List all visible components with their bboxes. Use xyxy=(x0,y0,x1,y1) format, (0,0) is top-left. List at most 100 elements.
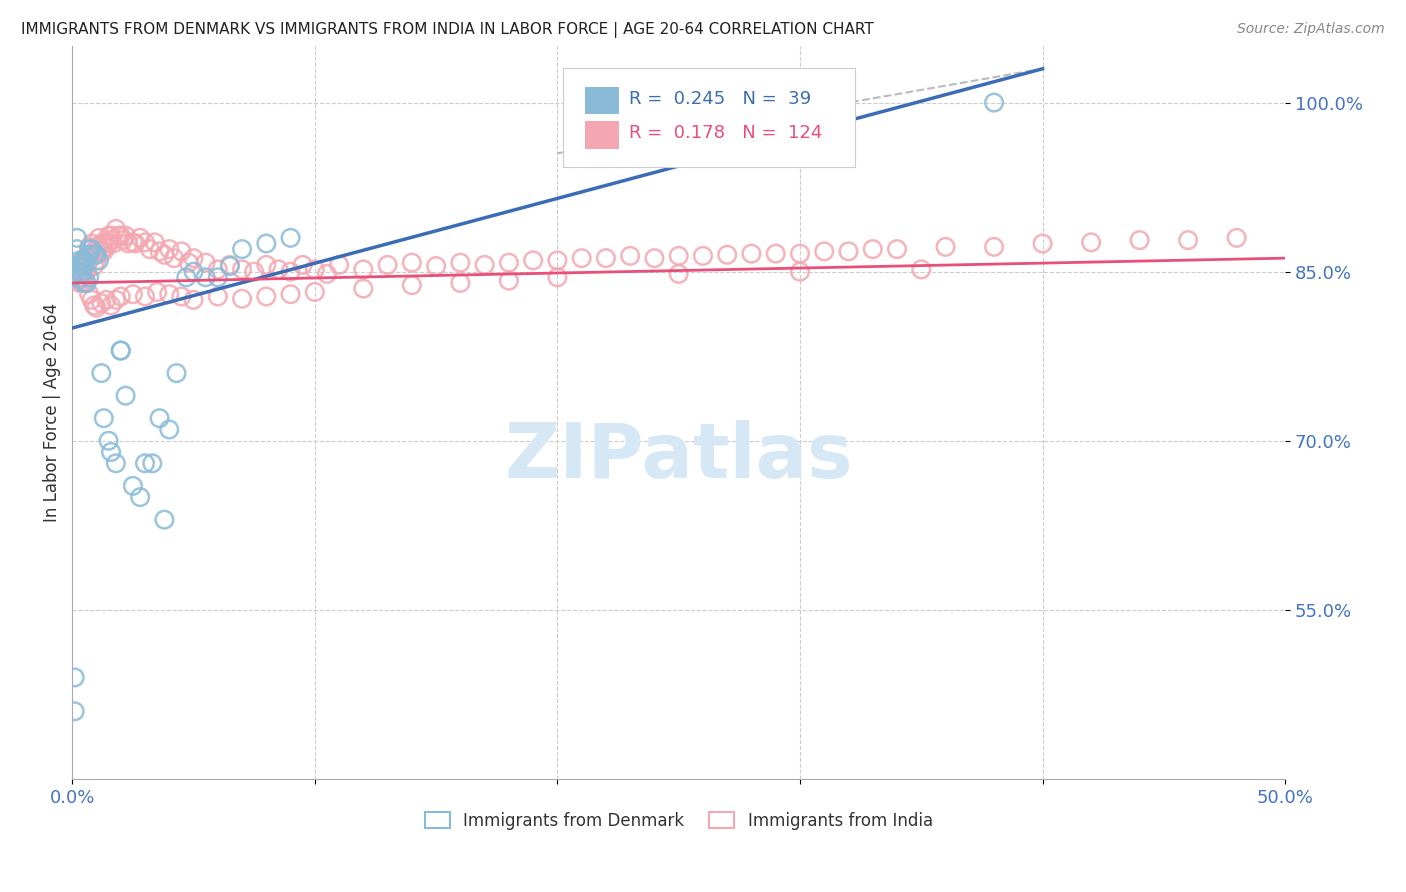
Point xyxy=(449,255,471,269)
Point xyxy=(104,222,127,236)
Point xyxy=(93,244,115,259)
Point xyxy=(69,270,91,285)
Point xyxy=(83,248,105,262)
Point xyxy=(219,259,242,273)
Point xyxy=(983,95,1005,110)
Point xyxy=(291,258,314,272)
Point xyxy=(352,282,374,296)
Point xyxy=(546,270,568,285)
Point xyxy=(157,287,180,301)
Point xyxy=(231,292,253,306)
Point xyxy=(112,233,135,247)
Point xyxy=(73,259,96,273)
Point xyxy=(83,244,105,259)
Point xyxy=(352,262,374,277)
Point xyxy=(129,231,152,245)
Point xyxy=(96,293,118,307)
Point xyxy=(76,259,98,273)
Point xyxy=(69,253,91,268)
Point xyxy=(86,301,108,315)
Point xyxy=(73,267,96,281)
Point xyxy=(134,235,156,250)
Text: Source: ZipAtlas.com: Source: ZipAtlas.com xyxy=(1237,22,1385,37)
Point xyxy=(254,258,277,272)
Point xyxy=(110,343,132,358)
Point xyxy=(207,262,229,277)
Point xyxy=(80,248,103,262)
Point xyxy=(100,298,122,312)
Point xyxy=(73,255,96,269)
Point xyxy=(1129,233,1152,247)
Point xyxy=(73,276,96,290)
Point xyxy=(174,270,197,285)
Point xyxy=(148,244,170,259)
Point xyxy=(90,236,112,251)
Point xyxy=(474,258,496,272)
Point xyxy=(619,249,641,263)
Point xyxy=(77,242,100,256)
Point xyxy=(1080,235,1102,250)
Point xyxy=(139,242,162,256)
Point xyxy=(107,228,129,243)
Point xyxy=(643,251,665,265)
Point xyxy=(231,242,253,256)
Point xyxy=(124,236,146,251)
Point xyxy=(134,289,156,303)
Point xyxy=(73,262,96,277)
Point xyxy=(886,242,908,256)
Point xyxy=(280,265,302,279)
Point xyxy=(837,244,859,259)
Point xyxy=(70,253,93,268)
Point xyxy=(716,248,738,262)
Point xyxy=(100,445,122,459)
Point xyxy=(571,251,593,265)
Point xyxy=(69,259,91,273)
Point xyxy=(153,513,176,527)
Point xyxy=(425,259,447,273)
Legend: Immigrants from Denmark, Immigrants from India: Immigrants from Denmark, Immigrants from… xyxy=(418,805,939,837)
Point xyxy=(63,704,86,718)
Point xyxy=(73,253,96,268)
Point xyxy=(183,265,205,279)
Point xyxy=(97,434,120,448)
Point xyxy=(740,246,762,260)
FancyBboxPatch shape xyxy=(564,68,855,167)
Point xyxy=(76,253,98,268)
Point xyxy=(935,240,957,254)
Point xyxy=(70,265,93,279)
Point xyxy=(100,233,122,247)
Point xyxy=(377,258,399,272)
Point xyxy=(110,289,132,303)
Point xyxy=(183,293,205,307)
Point xyxy=(70,259,93,273)
Point xyxy=(110,228,132,243)
Point xyxy=(141,456,163,470)
Point xyxy=(157,242,180,256)
Point xyxy=(70,265,93,279)
Point xyxy=(114,228,136,243)
Point xyxy=(114,389,136,403)
Point xyxy=(69,276,91,290)
Point xyxy=(522,253,544,268)
Point xyxy=(316,267,339,281)
Point xyxy=(789,265,811,279)
Point xyxy=(77,248,100,262)
Point xyxy=(97,236,120,251)
Point xyxy=(66,265,89,279)
Point xyxy=(66,231,89,245)
Point xyxy=(166,366,188,380)
Point xyxy=(87,231,110,245)
Point xyxy=(70,276,93,290)
Point xyxy=(267,262,290,277)
FancyBboxPatch shape xyxy=(585,87,619,114)
Point xyxy=(231,262,253,277)
Point xyxy=(668,249,690,263)
Point xyxy=(103,236,125,251)
Point xyxy=(177,255,200,269)
Point xyxy=(194,255,217,269)
Point xyxy=(87,240,110,254)
Point xyxy=(66,242,89,256)
Point xyxy=(90,244,112,259)
Point xyxy=(910,262,932,277)
Point xyxy=(80,242,103,256)
